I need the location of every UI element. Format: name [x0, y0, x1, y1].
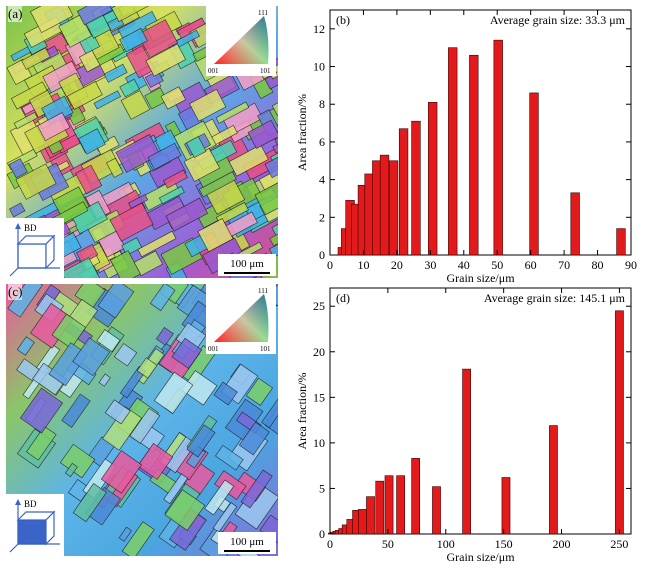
bar [338, 528, 348, 535]
x-tick-label: 100 [437, 537, 455, 551]
x-tick-label: 250 [610, 537, 628, 551]
panel-label-c: (c) [8, 284, 23, 300]
y-tick-label: 10 [313, 436, 325, 450]
bar [366, 496, 375, 535]
bd-cube-icon: BD [6, 218, 64, 278]
plot-frame [329, 287, 632, 535]
x-tick-label: 30 [424, 258, 436, 272]
x-tick-label: 70 [558, 258, 570, 272]
panel-label: (b) [336, 13, 350, 27]
chart-1: 0 50 100 150 200 250 0 5 10 15 20 25 Grain size/μm Ar… [295, 287, 632, 564]
bar [388, 160, 399, 256]
ipf-label-001: 001 [208, 67, 219, 75]
bar [351, 203, 361, 256]
bar [411, 120, 421, 256]
bd-label: BD [24, 223, 37, 233]
bar [469, 54, 479, 256]
bar [345, 200, 355, 256]
average-grain-size-annotation: Average grain size: 33.3 μm [490, 13, 626, 27]
scale-bar-text: 100 μm [230, 258, 264, 270]
bar [372, 160, 382, 256]
y-tick-label: 5 [319, 481, 325, 495]
y-axis-label: Area fraction/% [295, 94, 309, 171]
panel-label-a: (a) [8, 6, 23, 22]
ipf-label-101: 101 [260, 67, 271, 75]
bar [493, 39, 503, 256]
y-tick-label: 8 [319, 97, 325, 111]
ipf-triangle: 111 001 101 [206, 6, 276, 76]
y-tick-label: 4 [319, 173, 325, 187]
bar [364, 173, 374, 256]
y-tick-label: 6 [319, 135, 325, 149]
bar [346, 519, 356, 535]
bar [341, 524, 351, 535]
bar [396, 475, 405, 535]
x-tick-label: 10 [357, 258, 369, 272]
ipf-label-111: 111 [258, 287, 268, 295]
bar [327, 532, 337, 535]
bar [379, 154, 390, 256]
plot-frame [329, 9, 632, 256]
bar [432, 486, 441, 535]
x-tick-label: 80 [592, 258, 604, 272]
x-tick-label: 150 [495, 537, 513, 551]
average-grain-size-annotation: Average grain size: 145.1 μm [484, 291, 626, 305]
bd-cube-icon: BD [6, 494, 64, 556]
bar [398, 128, 409, 256]
bar [462, 368, 471, 535]
x-tick-label: 20 [391, 258, 403, 272]
x-tick-label: 50 [491, 258, 503, 272]
y-tick-label: 2 [319, 210, 325, 224]
bar [616, 228, 626, 256]
x-tick-label: 40 [458, 258, 470, 272]
ipf-label-111: 111 [258, 9, 268, 17]
bar [570, 192, 580, 256]
bar [330, 531, 339, 535]
bar [334, 530, 344, 535]
bar [615, 310, 624, 535]
scale-bar: 100 μm [218, 254, 276, 276]
x-axis-label: Grain size/μm [446, 271, 515, 285]
y-tick-label: 10 [313, 60, 325, 74]
bar [411, 458, 421, 535]
ipf-label-001: 001 [208, 345, 219, 353]
y-tick-label: 0 [319, 248, 325, 262]
x-tick-label: 200 [553, 537, 571, 551]
y-tick-label: 20 [313, 345, 325, 359]
bar [428, 102, 438, 256]
bar [529, 92, 539, 256]
y-tick-label: 15 [313, 390, 325, 404]
bar [358, 509, 367, 535]
chart-0: 0 10 20 30 40 50 60 70 80 90 0 2 4 6 8 10 12 Grain size/μ… [295, 9, 637, 285]
y-tick-label: 25 [313, 299, 325, 313]
ipf-label-101: 101 [260, 345, 271, 353]
bar [332, 530, 342, 535]
ebsd-map-a: 111 001 101 (a) BD 100 μm [6, 6, 278, 278]
scale-bar: 100 μm [218, 532, 276, 554]
y-tick-label: 12 [313, 22, 325, 36]
bar [352, 510, 361, 535]
bar [549, 425, 558, 535]
x-tick-label: 50 [382, 537, 394, 551]
y-axis-label: Area fraction/% [295, 373, 309, 450]
x-tick-label: 60 [525, 258, 537, 272]
bar [384, 475, 394, 535]
x-tick-label: 90 [625, 258, 637, 272]
x-tick-label: 0 [327, 258, 333, 272]
bar [448, 47, 458, 256]
bd-label: BD [24, 499, 37, 509]
panel-label: (d) [336, 291, 350, 305]
bar [375, 480, 385, 535]
ipf-triangle: 111 001 101 [206, 284, 276, 354]
x-axis-label: Grain size/μm [446, 550, 515, 564]
y-tick-label: 0 [319, 527, 325, 541]
bar [337, 247, 348, 256]
scale-bar-text: 100 μm [230, 536, 264, 548]
ebsd-map-c: 111 001 101 (c) BD 100 μm [6, 284, 278, 556]
bar [341, 228, 351, 256]
x-tick-label: 0 [327, 537, 333, 551]
bar [357, 184, 368, 256]
bar [501, 477, 511, 535]
